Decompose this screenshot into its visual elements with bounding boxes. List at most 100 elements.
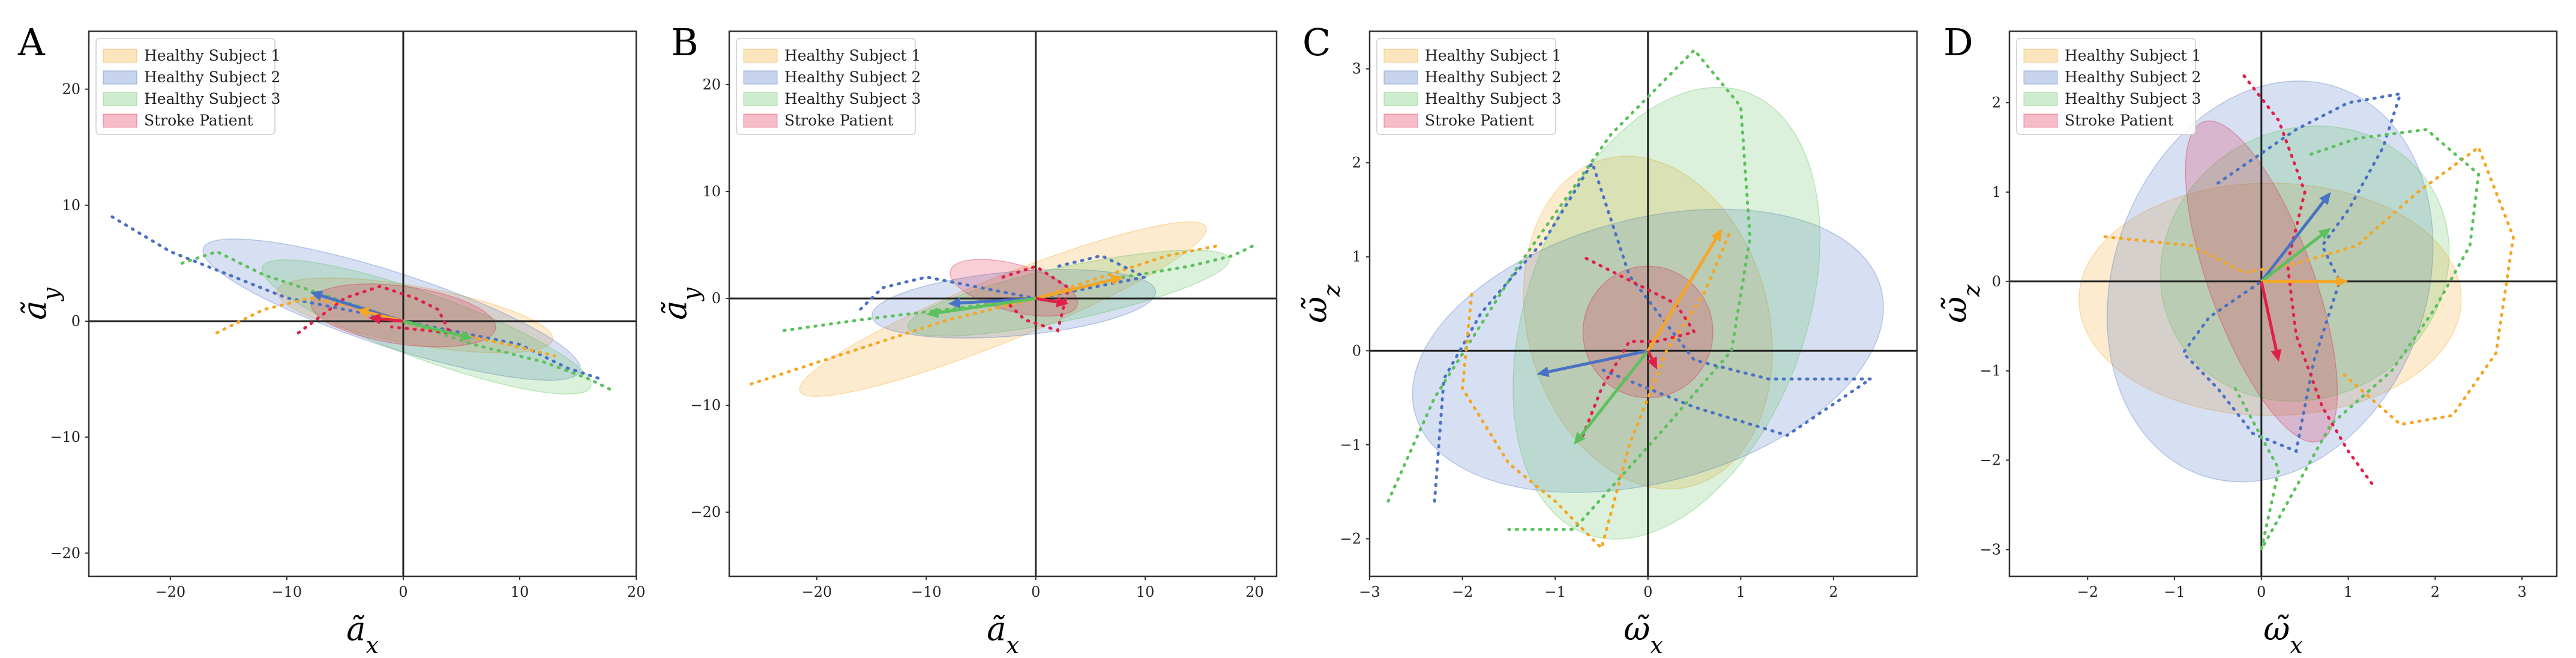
legend-box [95,38,275,135]
arrow-healthy-subject-3 [937,297,1037,315]
trajectory-healthy-subject-1 [2103,145,2515,426]
y-tick-label: 1 [1352,249,1361,265]
x-tick-label: −1 [2164,584,2185,600]
panel-C: −3 −2 −1 0 1 2 −2 −1 0 1 2 3 ω̃x ω̃z C Healthy Subject … [1296,20,1918,658]
x-tick-label: 0 [1031,584,1040,600]
legend-swatch [103,113,137,128]
legend-label: Stroke Patient [2065,112,2174,129]
x-tick-label: −2 [2077,584,2098,600]
arrow-healthy-subject-2-head [948,297,961,309]
legend-swatch [743,92,778,106]
arrow-stroke-patient-head [1647,356,1658,370]
legend-label: Healthy Subject 2 [1425,68,1561,86]
legend-box [736,38,916,135]
arrow-healthy-subject-3-head [460,330,474,341]
arrow-stroke-patient [380,317,404,323]
arrow-healthy-subject-3 [2260,234,2323,283]
y-axis-label: ω̃z [1296,284,1345,323]
y-tick-label: 10 [702,183,721,200]
x-tick-label: 0 [2257,584,2266,600]
legend-box [1376,38,1556,135]
legend-label: Healthy Subject 1 [144,47,280,64]
plot-area [1370,31,1917,576]
x-tick-label: 2 [1829,584,1838,600]
x-tick-label: 1 [2344,584,2353,600]
y-tick-label: 20 [62,81,80,98]
x-tick-label: 3 [2517,584,2526,600]
x-tick-label: −20 [802,584,832,600]
legend-swatch [2023,92,2058,106]
y-tick-label: −1 [1340,436,1361,453]
x-tick-label: 10 [1136,584,1155,600]
y-tick-label: −2 [1340,530,1361,547]
panel-D: −2 −1 0 1 2 3 −3 −2 −1 0 1 2 ω̃x ω̃z D Healthy Subject … [1936,20,2558,658]
arrow-healthy-subject-3-head [2318,228,2331,240]
panel-letter: A [17,20,46,64]
x-tick-label: −1 [1544,584,1565,600]
trajectory-healthy-subject-2 [2181,92,2403,454]
y-tick-label: −2 [1980,451,2001,468]
y-axis-label: ãy [16,288,64,320]
legend-swatch [2023,49,2058,63]
x-tick-label: 10 [511,584,529,600]
y-tick-label: −10 [50,429,80,445]
y-tick-label: −1 [1980,363,2001,379]
arrow-stroke-patient [1646,350,1654,360]
legend-swatch [743,113,778,128]
x-tick-label: 0 [1643,584,1652,600]
ellipse-stroke-patient [949,259,1079,317]
x-tick-label: −10 [911,584,942,600]
plot-frame [1368,30,1918,578]
legend-swatch [1383,113,1418,128]
trajectory-healthy-subject-2 [1433,159,1876,503]
y-tick-label: −10 [690,397,721,414]
trajectory-healthy-subject-3 [1386,47,1752,531]
y-tick-label: 3 [1352,61,1361,77]
panel-A: −20 −10 0 10 20 −20 −10 0 10 20 ãx ãy A Healthy Subje… [16,20,645,658]
x-axis-label: ω̃x [2263,610,2302,658]
y-tick-label: 20 [702,76,721,93]
legend-swatch [743,70,778,85]
panel-letter: D [1943,20,1973,64]
arrow-healthy-subject-2-head [310,291,324,301]
legend-label: Healthy Subject 3 [2065,90,2201,107]
legend-swatch [743,49,778,63]
legend-swatch [1383,70,1418,85]
legend-label: Healthy Subject 3 [144,90,280,107]
y-tick-label: 0 [1352,342,1361,359]
legend-swatch [1383,49,1418,63]
y-tick-label: 0 [71,313,80,330]
panel-letter: B [671,20,699,64]
trajectory-healthy-subject-1 [750,243,1224,385]
panel-B: −20 −10 0 10 20 −20 −10 0 10 20 ãx ãy B Healthy Subje… [656,20,1278,658]
y-tick-label: 0 [712,290,721,307]
y-tick-label: 0 [1992,273,2001,290]
arrow-healthy-subject-3 [1580,349,1649,436]
arrow-healthy-subject-1-head [2336,276,2349,287]
arrow-healthy-subject-2-head [1536,366,1550,378]
legend-label: Stroke Patient [144,112,253,129]
trajectory-healthy-subject-3 [2233,128,2481,551]
x-axis-label: ω̃x [1624,610,1663,658]
legend-label: Stroke Patient [1425,112,1534,129]
arrow-stroke-patient-head [1056,296,1069,307]
arrow-stroke-patient-head [368,313,381,325]
plot-frame [728,30,1278,578]
legend-label: Healthy Subject 2 [2065,68,2201,86]
x-tick-label: 2 [2431,584,2440,600]
trajectory-stroke-patient [1001,264,1071,333]
arrow-healthy-subject-1-head [357,307,370,318]
x-axis-label: ãx [987,610,1019,658]
trajectory-stroke-patient [2242,74,2376,489]
legend: Healthy Subject 1 Healthy Subject 2 Health… [95,38,280,135]
legend-label: Healthy Subject 1 [1425,47,1561,64]
ellipse-healthy-subject-1 [277,277,553,354]
x-axis-label: ãx [346,610,379,658]
x-tick-label: −20 [155,584,186,600]
legend-label: Healthy Subject 1 [2065,47,2201,64]
legend-swatch [103,70,137,85]
legend-box [2016,38,2196,135]
arrow-healthy-subject-3-head [1574,432,1586,445]
legend-swatch [1383,92,1418,106]
y-tick-label: 10 [62,197,80,214]
